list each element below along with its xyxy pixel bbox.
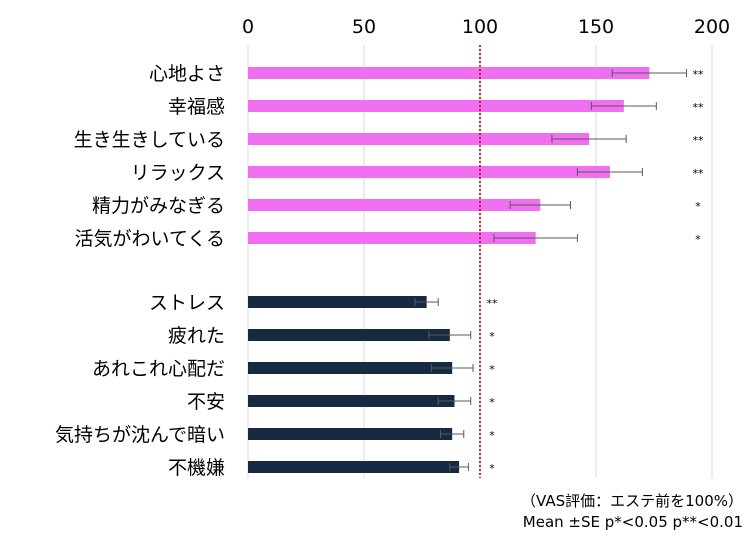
bar-positive-5 [248,232,536,244]
significance-marker-negative-2: * [489,363,495,376]
category-label-negative-5: 不機嫌 [168,457,225,479]
bar-positive-1 [248,100,624,112]
significance-marker-positive-5: * [695,233,701,246]
x-tick-label-200: 200 [694,16,730,38]
bar-positive-2 [248,133,590,145]
error-bar-negative-3 [437,397,472,405]
x-tick-label-100: 100 [462,16,498,38]
significance-marker-positive-2: ** [693,134,705,147]
category-label-negative-2: あれこれ心配だ [92,358,225,380]
category-label-positive-5: 活気がわいてくる [75,228,225,250]
bar-negative-5 [248,461,460,473]
significance-marker-negative-0: ** [487,297,499,310]
bar-negative-4 [248,428,453,440]
error-bar-negative-5 [449,463,469,471]
significance-marker-positive-0: ** [693,68,705,81]
category-label-positive-0: 心地よさ [149,63,225,85]
error-bar-layer [414,69,687,471]
error-bar-positive-0 [611,69,687,77]
significance-marker-negative-4: * [489,429,495,442]
x-tick-label-50: 50 [352,16,376,38]
category-label-positive-3: リラックス [131,162,225,184]
x-tick-label-0: 0 [242,16,254,38]
significance-marker-positive-3: ** [693,167,705,180]
bar-negative-0 [248,296,427,308]
bar-negative-2 [248,362,453,374]
significance-marker-positive-1: ** [693,101,705,114]
category-label-positive-4: 精力がみなぎる [92,195,225,217]
chart-note-stats: Mean ±SE p*<0.05 p**<0.01 [522,513,743,531]
category-label-negative-3: 不安 [187,391,225,413]
category-label-negative-1: 疲れた [168,325,225,347]
category-label-positive-2: 生き生きしている [74,129,225,151]
bar-positive-4 [248,199,541,211]
bar-positive-3 [248,166,610,178]
error-bar-positive-3 [576,168,643,176]
chart-note-vas: （VAS評価：エステ前を100%） [521,492,743,510]
error-bar-positive-2 [551,135,627,143]
x-tick-label-150: 150 [578,16,614,38]
significance-marker-negative-1: * [489,330,495,343]
significance-marker-negative-3: * [489,396,495,409]
significance-marker-positive-4: * [695,200,701,213]
category-label-positive-1: 幸福感 [168,96,225,118]
category-label-negative-0: ストレス [149,292,225,314]
error-bar-negative-4 [440,430,465,438]
error-bar-positive-5 [493,234,578,242]
category-label-negative-4: 気持ちが沈んで暗い [55,424,225,446]
bar-negative-3 [248,395,455,407]
error-bar-negative-1 [428,331,472,339]
bar-positive-0 [248,67,650,79]
error-bar-negative-2 [430,364,474,372]
bar-layer [248,67,650,473]
error-bar-positive-4 [509,201,571,209]
bar-negative-1 [248,329,450,341]
error-bar-negative-0 [414,298,439,306]
significance-marker-negative-5: * [489,462,495,475]
error-bar-positive-1 [590,102,657,110]
